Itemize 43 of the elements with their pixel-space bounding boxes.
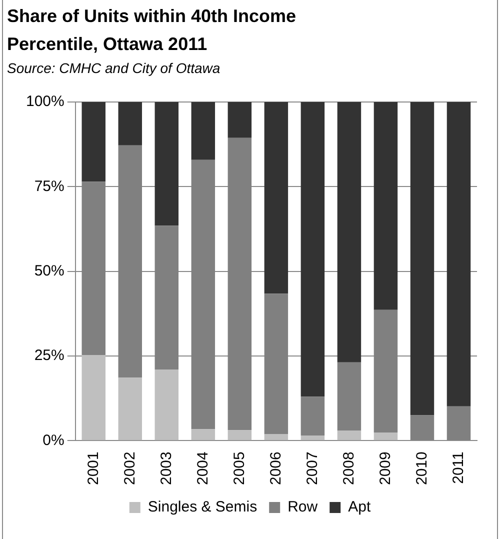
chart-subtitle: Source: CMHC and City of Ottawa xyxy=(7,60,220,76)
bar xyxy=(337,362,362,431)
x-tick-label: 2010 xyxy=(413,452,430,486)
bar xyxy=(228,430,252,440)
bar xyxy=(374,432,398,440)
bar xyxy=(300,102,325,397)
bar xyxy=(264,434,288,440)
chart-title: Share of Units within 40th Income Percentile, Ottawa 2011 xyxy=(7,5,298,56)
x-tick-label: 2001 xyxy=(84,452,102,486)
bar xyxy=(264,102,288,294)
bar xyxy=(374,102,398,310)
x-tick-label: 2005 xyxy=(230,452,248,486)
x-tick-label: 2011 xyxy=(450,452,467,484)
legend-label: Row xyxy=(288,498,318,516)
bar xyxy=(337,102,362,362)
y-tick-label: 0% xyxy=(42,432,64,449)
bar xyxy=(118,102,142,146)
bar xyxy=(154,102,179,226)
x-tick-label: 2002 xyxy=(121,452,138,486)
bar xyxy=(191,429,216,440)
x-tick-label: 2006 xyxy=(267,452,284,486)
y-tick-label: 50% xyxy=(34,262,64,280)
y-tick-label: 75% xyxy=(34,178,64,195)
bar xyxy=(228,102,252,138)
bar xyxy=(410,102,434,416)
x-tick-label: 2009 xyxy=(376,452,394,486)
bar xyxy=(300,436,325,440)
bar xyxy=(446,102,471,406)
x-tick-label: 2003 xyxy=(158,452,175,486)
y-tick-label: 100% xyxy=(26,93,64,110)
y-tick-label: 25% xyxy=(34,347,64,364)
legend-label: Apt xyxy=(348,498,372,516)
bar xyxy=(337,430,362,440)
bar xyxy=(118,378,142,440)
x-tick-label: 2007 xyxy=(304,452,321,486)
bar xyxy=(300,396,325,436)
bar xyxy=(154,370,179,440)
bar xyxy=(191,102,216,160)
bar xyxy=(82,102,106,182)
x-tick-label: 2004 xyxy=(194,452,212,486)
legend-label: Singles & Semis xyxy=(148,498,258,516)
bar xyxy=(82,354,106,440)
x-tick-label: 2008 xyxy=(340,452,358,486)
